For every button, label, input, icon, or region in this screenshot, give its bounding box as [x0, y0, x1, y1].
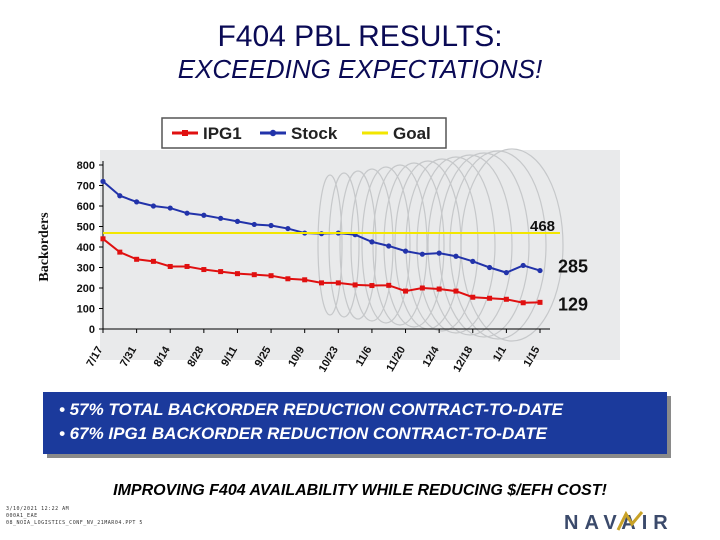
- data-point-stock: [486, 264, 493, 271]
- data-point-ipg1: [369, 283, 375, 289]
- data-point-ipg1: [251, 272, 257, 278]
- data-point-stock: [402, 248, 409, 254]
- slide-footer: 3/10/2021 12:22 AM 000A1_EAE 08_NOIA_LOG…: [6, 506, 143, 527]
- data-point-ipg1: [319, 280, 324, 286]
- data-point-ipg1: [470, 294, 476, 300]
- bullet-ipg1-reduction: • 67% IPG1 BACKORDER REDUCTION CONTRACT-…: [59, 424, 547, 443]
- data-annotation: 129: [558, 295, 588, 315]
- data-point-stock: [184, 210, 190, 216]
- backorder-line-chart: IPG1 Stock Goal 0 100 200 300 400 500 600 700 800 Ba…: [37, 117, 620, 374]
- legend-marker-stock: [269, 129, 277, 137]
- engine-background-image: [100, 150, 620, 360]
- data-point-stock: [167, 205, 173, 211]
- bullet-box: • 57% TOTAL BACKORDER REDUCTION CONTRACT…: [43, 392, 667, 454]
- data-point-ipg1: [487, 295, 493, 301]
- data-point-ipg1: [218, 269, 224, 275]
- engine-background-detail: [460, 148, 564, 342]
- data-point-ipg1: [537, 299, 543, 305]
- data-point-stock: [150, 203, 157, 209]
- data-point-stock: [470, 258, 476, 264]
- data-point-ipg1: [234, 271, 240, 277]
- engine-background-detail: [405, 158, 479, 332]
- data-point-ipg1: [285, 276, 291, 282]
- data-point-ipg1: [352, 282, 358, 288]
- data-point-ipg1: [201, 267, 207, 273]
- legend-box: [161, 117, 447, 149]
- data-annotation: 468: [530, 218, 555, 235]
- legend-label-ipg1: IPG1: [203, 124, 242, 143]
- data-point-stock: [117, 193, 123, 199]
- data-point-stock: [369, 239, 375, 245]
- legend-label-goal: Goal: [393, 124, 431, 143]
- engine-background-detail: [350, 168, 394, 322]
- data-point-ipg1: [386, 282, 392, 288]
- data-point-ipg1: [520, 300, 526, 306]
- data-annotation: 285: [558, 257, 588, 277]
- data-point-ipg1: [268, 273, 274, 279]
- engine-background-detail: [339, 170, 377, 320]
- y-tick-label: 100: [77, 304, 95, 316]
- y-axis-title: Backorders: [37, 212, 52, 282]
- data-point-ipg1: [100, 236, 106, 242]
- y-tick-label: 500: [77, 222, 95, 234]
- data-point-ipg1: [167, 263, 173, 269]
- data-point-stock: [537, 267, 543, 274]
- data-point-ipg1: [150, 258, 156, 264]
- y-tick-label: 200: [77, 283, 95, 295]
- data-point-ipg1: [503, 296, 509, 302]
- data-point-stock: [285, 225, 291, 232]
- footer-line: 000A1_EAE: [6, 513, 38, 519]
- tagline: IMPROVING F404 AVAILABILITY WHILE REDUCI…: [113, 482, 607, 499]
- data-point-stock: [251, 221, 257, 228]
- data-point-stock: [218, 215, 224, 221]
- engine-background-detail: [438, 152, 530, 338]
- data-point-ipg1: [403, 288, 409, 294]
- y-tick-label: 800: [77, 160, 95, 172]
- y-tick-label: 700: [77, 181, 95, 193]
- data-point-ipg1: [335, 280, 341, 286]
- data-point-stock: [453, 253, 459, 259]
- data-point-stock: [268, 222, 274, 229]
- legend-label-stock: Stock: [291, 124, 338, 143]
- data-point-stock: [134, 199, 140, 205]
- y-tick-label: 0: [89, 324, 95, 336]
- slide-title: F404 PBL RESULTS:: [217, 20, 503, 53]
- engine-background-detail: [416, 156, 496, 334]
- svg-text:NAVAIR: NAVAIR: [564, 512, 674, 534]
- y-tick-label: 600: [77, 201, 95, 213]
- data-point-stock: [419, 251, 425, 257]
- slide-subtitle: EXCEEDING EXPECTATIONS!: [177, 54, 543, 84]
- data-point-ipg1: [134, 256, 140, 262]
- data-point-ipg1: [302, 277, 308, 283]
- data-point-stock: [100, 178, 106, 184]
- engine-background-detail: [372, 164, 428, 326]
- data-point-stock: [234, 218, 241, 224]
- engine-background-detail: [361, 166, 411, 324]
- legend-marker-ipg1: [182, 130, 188, 136]
- y-tick-label: 300: [77, 263, 95, 275]
- data-point-ipg1: [419, 285, 425, 291]
- navair-logo: NAVAIR: [564, 510, 674, 534]
- data-point-stock: [503, 270, 509, 276]
- footer-line: 08_NOIA_LOGISTICS_CONF_NV_21MAR04.PPT 5: [6, 520, 143, 526]
- y-tick-label: 400: [77, 242, 95, 254]
- data-point-ipg1: [117, 249, 123, 255]
- data-point-ipg1: [436, 286, 442, 292]
- data-point-ipg1: [453, 288, 459, 294]
- engine-background-detail: [328, 172, 360, 318]
- data-point-stock: [520, 262, 526, 269]
- data-point-stock: [386, 243, 392, 249]
- engine-background-detail: [427, 154, 513, 336]
- footer-line: 3/10/2021 12:22 AM: [6, 506, 70, 512]
- engine-background-detail: [449, 150, 547, 340]
- engine-background-detail: [317, 174, 343, 316]
- data-point-stock: [201, 212, 207, 218]
- bullet-total-reduction: • 57% TOTAL BACKORDER REDUCTION CONTRACT…: [59, 400, 563, 419]
- data-point-ipg1: [184, 263, 190, 269]
- data-point-stock: [436, 250, 442, 256]
